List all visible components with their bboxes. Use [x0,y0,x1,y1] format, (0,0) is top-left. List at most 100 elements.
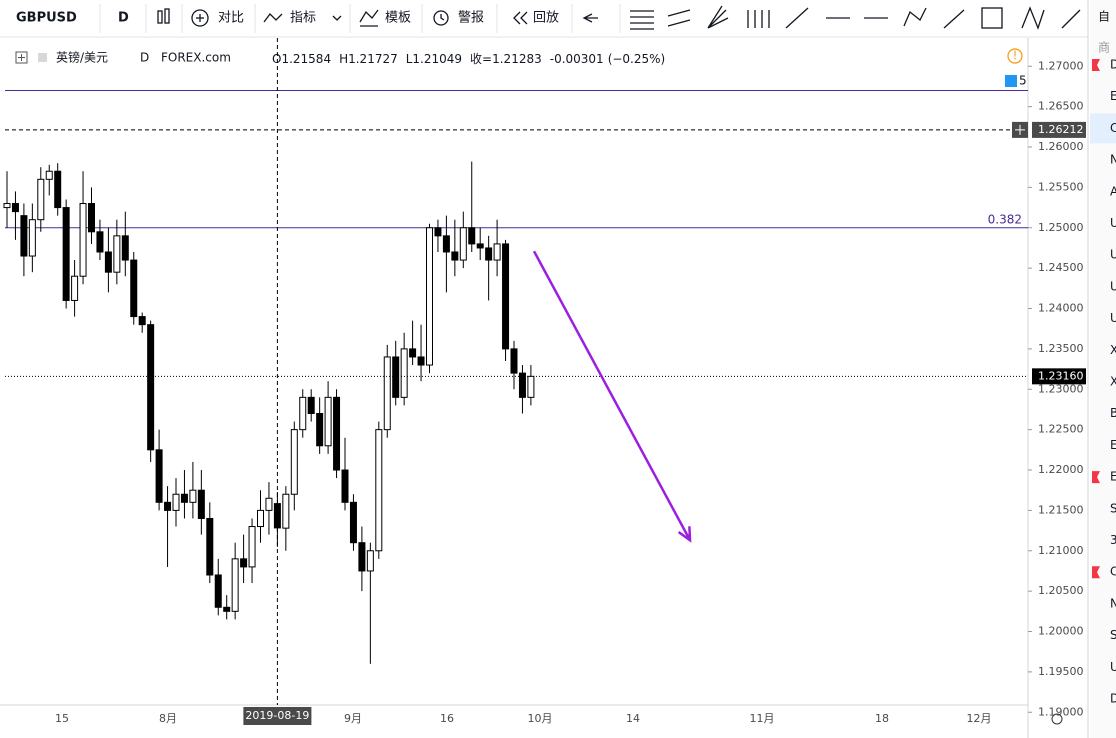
candle-body [121,235,129,261]
candle-body [299,396,307,431]
legend-source[interactable]: FOREX.com [161,51,231,65]
x-tick-label: 15 [55,712,69,725]
symbol[interactable]: GBPUSD [16,11,77,26]
interval[interactable]: D [118,11,129,26]
watchlist-item[interactable]: D [1110,58,1116,72]
watchlist-item[interactable]: U [1110,248,1116,262]
settings-icon[interactable] [1051,713,1063,725]
watchlist-item[interactable]: B [1110,406,1116,420]
candle-body [113,235,121,273]
candle-body [45,170,53,180]
toolbar-button[interactable]: 指标 [290,11,316,26]
y-tick-label: 1.24000 [1038,302,1084,315]
warning-mark: ! [1013,49,1018,63]
candles [3,161,535,664]
ohlc-value: 1.21584 [281,52,331,66]
toolbar-button[interactable]: 回放 [533,11,559,26]
ohlc-label: H [339,52,348,66]
candle-body [180,493,188,503]
alert-icon[interactable] [1005,75,1017,87]
toolbar-button[interactable]: 对比 [218,11,244,26]
watchlist-flag [1092,59,1100,71]
candle-body [468,227,476,245]
candle-body [164,501,172,511]
x-tick-label: 12月 [967,712,992,725]
last-price-box [1032,368,1086,385]
y-tick-label: 1.23000 [1038,382,1084,395]
watchlist-item[interactable]: U [1110,311,1116,325]
candle-body [307,396,315,414]
toolbar-button[interactable]: 警报 [458,10,484,26]
candle-body [451,251,459,261]
watchlist-item[interactable]: A [1110,184,1116,198]
candle-body [3,203,11,209]
crosshair-x-label: 2019-08-19 [245,709,309,722]
toolbar: GBPUSD D [0,0,1090,38]
candle-body [442,235,450,253]
watchlist-item[interactable]: U [1110,660,1116,674]
candle-body [341,469,349,503]
watchlist-item[interactable]: E [1110,438,1116,452]
separators [99,4,621,33]
y-tick-label: 1.21000 [1038,544,1084,557]
watchlist-item[interactable]: C [1110,121,1116,135]
candle-body [375,429,383,552]
y-tick-label: 1.19000 [1038,705,1084,718]
legend-icon[interactable] [15,51,28,64]
fib-label: 0.382 [988,212,1022,226]
candle-body [104,251,112,273]
candle-body [62,207,70,301]
watchlist-item[interactable]: U [1110,216,1116,230]
candle-body [476,243,484,249]
candle-body [409,348,417,358]
candle-body [172,493,180,511]
watchlist-header: 商 [1098,40,1110,55]
watchlist-item[interactable]: E [1110,470,1116,484]
watchlist-item[interactable]: N [1110,153,1116,167]
y-tick-label: 1.27000 [1038,59,1084,72]
y-tick-label: 1.21500 [1038,503,1084,516]
watchlist-item[interactable]: U [1110,279,1116,293]
last-price-label: 1.23160 [1038,369,1084,382]
candle-body [189,489,197,503]
candle-body [231,558,239,612]
candle-body [358,542,366,572]
watchlist-flag [1092,566,1100,579]
watchlist-item[interactable]: 3 [1110,533,1116,547]
candle-body [434,227,442,237]
watchlist-item[interactable]: D [1110,692,1116,706]
y-tick-label: 1.22000 [1038,463,1084,476]
candle-body [223,606,231,612]
y-tick-label: 1.23500 [1038,342,1084,355]
legend-name: 英镑/美元 [56,50,108,65]
candle-body [502,243,510,350]
candle-body [265,497,273,511]
watchlist-item[interactable]: S [1110,501,1116,515]
candle-body [392,356,400,398]
warning-icon[interactable] [1007,48,1023,64]
candle-body [493,243,501,261]
candle-body [71,275,79,301]
watchlist-item[interactable]: C [1110,565,1116,579]
ohlc-value: 1.21283 [492,52,542,66]
y-tick-label: 1.25500 [1038,180,1084,193]
crosshair-y-label: 1.26212 [1038,123,1084,136]
candle-body [316,412,324,447]
watchlist-item[interactable]: X [1110,375,1116,389]
candle-body [240,558,248,568]
watchlist-item[interactable]: S [1110,628,1116,642]
candle-body [459,227,467,261]
watchlist-header[interactable]: 自 [1098,10,1110,24]
watchlist-flag [1092,471,1100,484]
toolbar-button[interactable]: 模板 [385,11,411,26]
ohlc-value: 1.21049 [412,52,462,66]
candle-body [400,348,408,398]
legend-ohlc: O1.21584 H1.21727 L1.21049 收=1.21283 -0.0030… [272,52,665,66]
watchlist-item[interactable]: N [1110,596,1116,610]
ohlc-value: 1.21727 [348,52,398,66]
candle-body [130,259,138,318]
watchlist-item[interactable]: E [1110,89,1116,103]
watchlist-item[interactable]: X [1110,343,1116,357]
